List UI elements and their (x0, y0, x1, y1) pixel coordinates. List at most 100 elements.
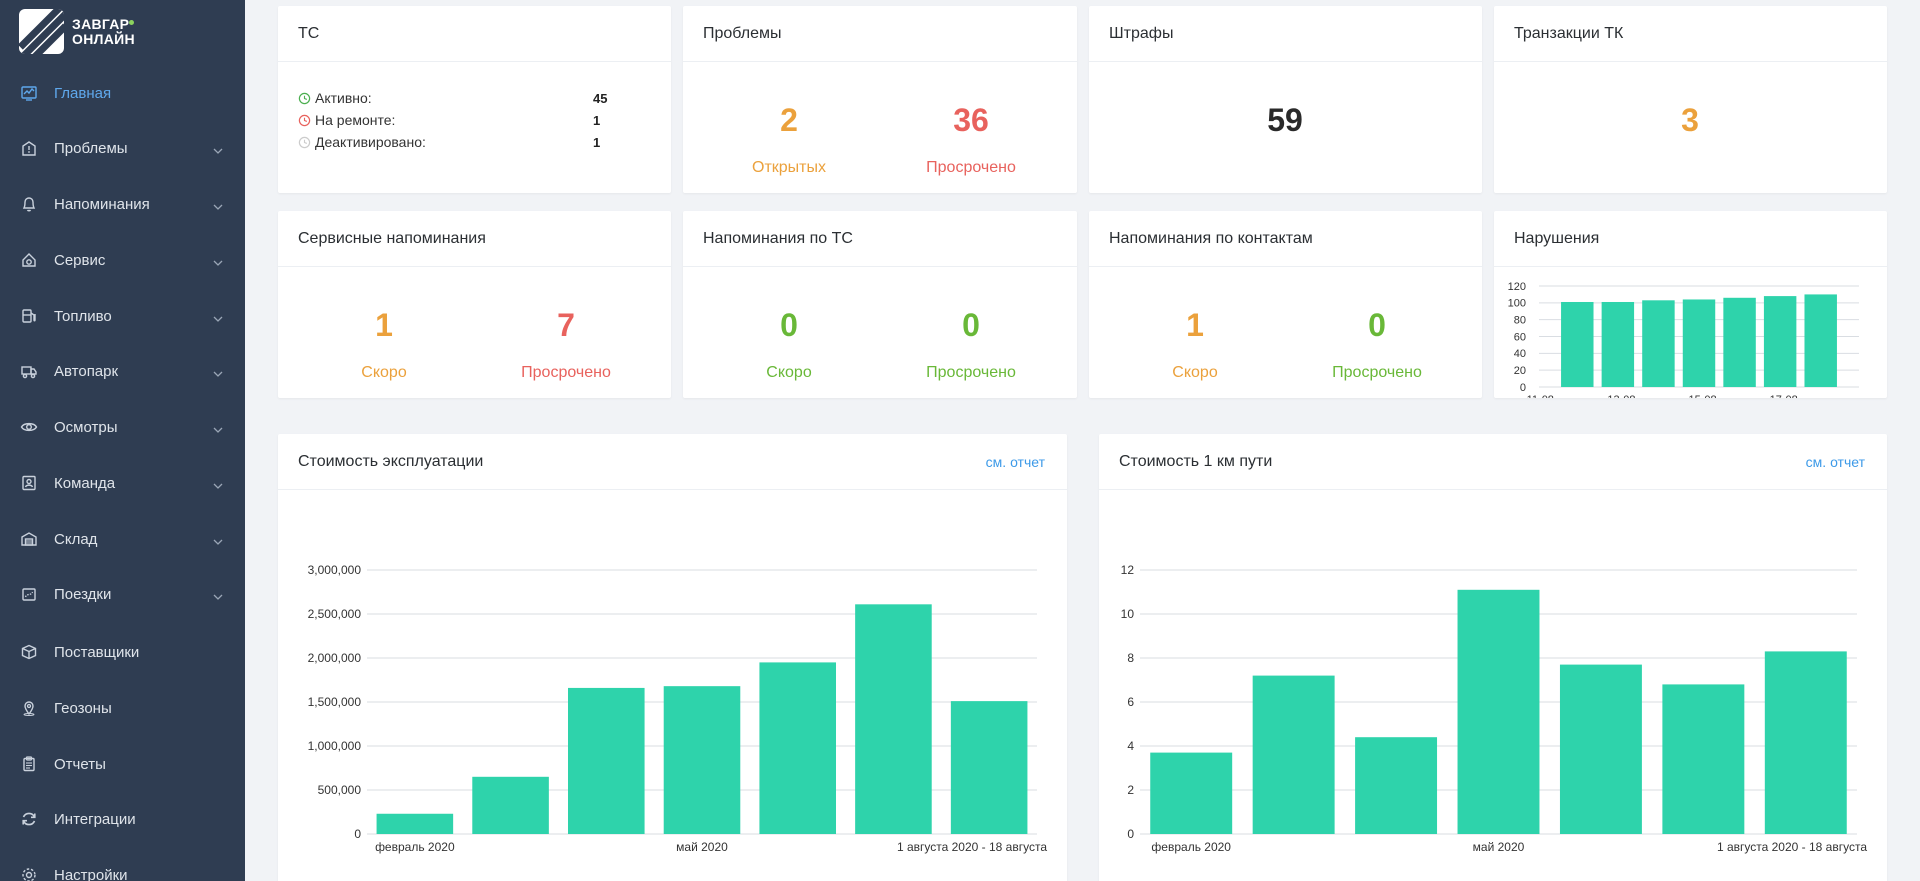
sidebar-item-7[interactable]: Осмотры (0, 407, 245, 447)
sidebar-item-14[interactable]: Интеграции (0, 799, 245, 839)
sidebar-item-6[interactable]: Автопарк (0, 351, 245, 391)
y-tick-label: 2 (1127, 783, 1134, 797)
service-soon-count[interactable]: 1 (375, 307, 393, 343)
transactions-count[interactable]: 3 (1681, 102, 1699, 138)
chevron-down-icon (213, 366, 223, 377)
card-vehicle-reminders[interactable]: Напоминания по ТС 0 Скоро 0 Просрочено (683, 211, 1077, 398)
sync-icon (20, 810, 38, 828)
y-tick-label: 120 (1508, 281, 1526, 293)
sidebar-item-3[interactable]: Напоминания (0, 184, 245, 224)
card-title: ТС (278, 6, 671, 62)
warning-icon (20, 139, 38, 157)
problems-overdue-count[interactable]: 36 (953, 102, 989, 138)
card-title: Транзакции ТК (1494, 6, 1887, 62)
x-tick-label: 13-08 (1607, 394, 1635, 398)
card-contact-reminders[interactable]: Напоминания по контактам 1 Скоро 0 Проср… (1089, 211, 1482, 398)
problems-open-count[interactable]: 2 (780, 102, 798, 138)
x-tick-label: май 2020 (676, 840, 728, 854)
y-tick-label: 10 (1121, 607, 1135, 621)
sidebar-item-label: Настройки (54, 866, 128, 881)
bar[interactable] (1457, 589, 1540, 834)
sidebar-item-9[interactable]: Склад (0, 519, 245, 559)
y-tick-label: 8 (1127, 651, 1134, 665)
truck-icon (20, 362, 38, 380)
sidebar-item-11[interactable]: Поставщики (0, 632, 245, 672)
ts-status-row[interactable]: На ремонте: (298, 112, 395, 128)
card-service-reminders[interactable]: Сервисные напоминания 1 Скоро 7 Просроче… (278, 211, 671, 398)
sidebar-item-10[interactable]: Поездки (0, 574, 245, 614)
vehicle-overdue-label: Просрочено (926, 364, 1016, 381)
card-title: Напоминания по ТС (683, 211, 1077, 267)
box-icon (20, 643, 38, 661)
vehicle-soon-label: Скоро (766, 364, 812, 381)
bar[interactable] (950, 701, 1028, 834)
bar[interactable] (759, 662, 836, 834)
contact-soon-count[interactable]: 1 (1186, 307, 1204, 343)
y-tick-label: 1,500,000 (308, 695, 362, 709)
cost-per-km-chart: 0 2 4 6 8 10 12 февраль 2020 май 2020 1 августа 2… (1121, 563, 1868, 854)
bar[interactable] (1252, 675, 1335, 834)
operating-cost-report-link[interactable]: см. отчет (985, 453, 1045, 470)
logo-line-1: ЗАВГАР (72, 15, 130, 32)
bar[interactable] (855, 604, 932, 834)
card-fines[interactable]: Штрафы 59 (1089, 6, 1482, 193)
ts-status-row[interactable]: Активно: (298, 90, 372, 106)
bar[interactable] (1150, 752, 1233, 834)
card-violations[interactable]: Нарушения 0 20 40 60 80 100 120 11-08 13-08 15-08… (1494, 211, 1887, 398)
cost-per-km-report-link[interactable]: см. отчет (1805, 453, 1865, 470)
logo-mark-icon (19, 9, 64, 54)
chevron-down-icon (213, 422, 223, 433)
ts-status-value: 1 (593, 113, 601, 128)
bar (1642, 300, 1675, 387)
sidebar-item-15[interactable]: Настройки (0, 855, 245, 881)
card-title: Сервисные напоминания (278, 211, 671, 267)
x-tick-label: май 2020 (1473, 840, 1525, 854)
y-tick-label: 20 (1514, 365, 1526, 377)
card-operating-cost: Стоимость эксплуатации см. отчет 0 500,00… (278, 434, 1067, 881)
bar[interactable] (472, 776, 549, 834)
sidebar-item-label: Поставщики (54, 643, 140, 661)
contact-overdue-count[interactable]: 0 (1368, 307, 1386, 343)
clipboard-icon (20, 755, 38, 773)
card-problems[interactable]: Проблемы 2 Открытых 36 Просрочено (683, 6, 1077, 193)
logo[interactable]: ЗАВГАР ОНЛАЙН (19, 9, 135, 54)
y-tick-label: 80 (1514, 315, 1526, 327)
sidebar-item-label: Напоминания (54, 195, 150, 213)
x-tick-label: 1 августа 2020 - 18 августа (897, 840, 1047, 854)
fines-count[interactable]: 59 (1267, 102, 1303, 138)
sidebar-item-2[interactable]: Проблемы (0, 128, 245, 168)
bar[interactable] (568, 687, 645, 834)
ts-status-row[interactable]: Деактивировано: (298, 134, 426, 150)
sidebar-item-4[interactable]: Сервис (0, 240, 245, 280)
bar[interactable] (1355, 737, 1438, 834)
card-cost-per-km: Стоимость 1 км пути см. отчет 0 2 4 6 8 10 12 ф… (1099, 434, 1887, 881)
y-tick-label: 0 (1520, 382, 1526, 394)
bar[interactable] (663, 686, 741, 834)
id-card-icon (20, 474, 38, 492)
card-transactions[interactable]: Транзакции ТК 3 (1494, 6, 1887, 193)
bar[interactable] (1559, 664, 1642, 834)
bar[interactable] (376, 813, 454, 834)
bar[interactable] (1764, 651, 1847, 834)
y-tick-label: 500,000 (318, 783, 362, 797)
sidebar-item-label: Интеграции (54, 810, 136, 828)
y-tick-label: 1,000,000 (308, 739, 362, 753)
x-tick-label: 15-08 (1689, 394, 1717, 398)
ts-status-label: На ремонте: (315, 112, 396, 128)
ts-status-value: 1 (593, 135, 601, 150)
service-overdue-count[interactable]: 7 (557, 307, 575, 343)
bar (1763, 296, 1797, 387)
vehicle-soon-count[interactable]: 0 (780, 307, 798, 343)
sidebar-item-5[interactable]: Топливо (0, 296, 245, 336)
sidebar-item-8[interactable]: Команда (0, 463, 245, 503)
card-title: Проблемы (683, 6, 1077, 62)
sidebar-item-label: Склад (54, 530, 98, 548)
sidebar-item-13[interactable]: Отчеты (0, 744, 245, 784)
problems-open-label: Открытых (752, 159, 826, 176)
sidebar-item-label: Осмотры (54, 418, 118, 436)
sidebar-item-1[interactable]: Главная (0, 73, 245, 113)
bar[interactable] (1662, 684, 1745, 834)
vehicle-overdue-count[interactable]: 0 (962, 307, 980, 343)
bell-icon (20, 195, 38, 213)
sidebar-item-12[interactable]: Геозоны (0, 688, 245, 728)
